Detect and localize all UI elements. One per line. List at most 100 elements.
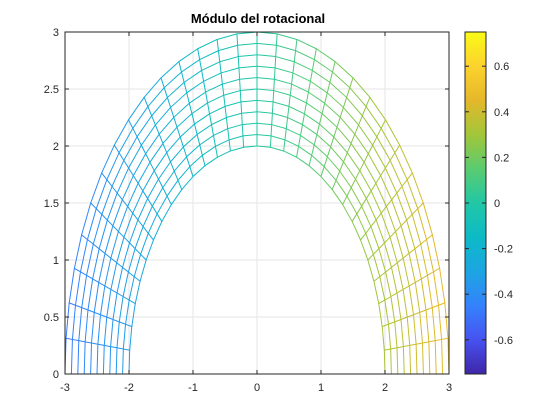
mesh-radial-segment	[349, 77, 354, 89]
mesh-radial-segment	[68, 302, 76, 306]
mesh-radial-segment	[335, 170, 341, 181]
mesh-radial-segment	[396, 288, 404, 294]
mesh-radial-segment	[390, 292, 398, 297]
mesh-radial-segment	[406, 314, 415, 318]
mesh-arc-segment	[125, 299, 130, 325]
mesh-arc-segment	[356, 213, 367, 234]
mesh-radial-segment	[363, 153, 369, 163]
mesh-arc-segment	[216, 150, 231, 158]
mesh-radial-segment	[311, 144, 315, 156]
mesh-arc-segment	[361, 205, 372, 228]
mesh-arc-segment	[101, 185, 113, 215]
mesh-arc-segment	[339, 170, 352, 189]
mesh-arc-segment	[147, 213, 158, 234]
mesh-arc-segment	[272, 101, 290, 107]
mesh-radial-segment	[224, 105, 227, 119]
mesh-radial-segment	[273, 67, 276, 80]
mesh-radial-segment	[216, 38, 219, 52]
mesh-arc-segment	[367, 259, 375, 282]
mesh-radial-segment	[173, 170, 179, 181]
mesh-arc-segment	[334, 61, 354, 79]
mesh-arc-segment	[117, 205, 129, 232]
mesh-arc-segment	[98, 252, 106, 283]
mesh-radial-segment	[373, 276, 381, 282]
mesh-radial-segment	[166, 195, 172, 206]
mesh-arc-segment	[224, 101, 242, 107]
mesh-radial-segment	[370, 219, 377, 228]
mesh-radial-segment	[350, 178, 356, 189]
mesh-arc-segment	[116, 321, 120, 349]
mesh-arc-segment	[123, 136, 138, 161]
mesh-arc-segment	[400, 225, 410, 254]
mesh-arc-segment	[91, 311, 95, 344]
mesh-arc-segment	[99, 285, 106, 316]
mesh-arc-segment	[256, 54, 277, 58]
mesh-radial-segment	[402, 252, 410, 259]
mesh-arc-segment	[152, 220, 163, 241]
mesh-arc-segment	[350, 187, 363, 207]
mesh-arc-segment	[93, 281, 100, 313]
mesh-arc-segment	[396, 192, 408, 221]
mesh-arc-segment	[79, 239, 88, 273]
mesh-radial-segment	[74, 304, 83, 309]
mesh-arc-segment	[227, 124, 243, 130]
mesh-arc-segment	[128, 96, 145, 121]
mesh-arc-segment	[387, 323, 392, 350]
mesh-arc-segment	[92, 248, 100, 280]
mesh-radial-segment	[394, 144, 401, 154]
mesh-arc-segment	[122, 323, 127, 350]
mesh-arc-segment	[271, 124, 287, 130]
mesh-radial-segment	[181, 71, 185, 83]
mesh-radial-segment	[183, 81, 188, 94]
mesh-arc-segment	[239, 88, 258, 92]
mesh-arc-segment	[300, 134, 315, 146]
mesh-arc-segment	[216, 33, 238, 40]
mesh-arc-segment	[139, 259, 147, 282]
mesh-radial-segment	[95, 208, 103, 215]
mesh-radial-segment	[173, 116, 178, 128]
mesh-arc-segment	[419, 311, 423, 344]
mesh-arc-segment	[331, 189, 344, 206]
mesh-arc-segment	[241, 111, 258, 114]
mesh-radial-segment	[125, 323, 133, 328]
mesh-arc-segment	[101, 144, 115, 174]
mesh-radial-segment	[311, 59, 315, 71]
mesh-arc-segment	[217, 44, 239, 52]
mesh-radial-segment	[389, 231, 397, 238]
mesh-radial-segment	[147, 198, 153, 207]
mesh-radial-segment	[425, 307, 433, 311]
mesh-arc-segment	[301, 124, 318, 135]
mesh-radial-segment	[367, 253, 374, 261]
mesh-arc-segment	[229, 146, 245, 152]
mesh-radial-segment	[414, 243, 422, 250]
mesh-arc-segment	[369, 96, 386, 121]
y-tick-label: 1.5	[44, 198, 59, 210]
mesh-arc-segment	[196, 124, 213, 135]
mesh-radial-segment	[199, 59, 203, 71]
mesh-radial-segment	[149, 161, 155, 172]
mesh-arc-segment	[137, 161, 151, 184]
mesh-radial-segment	[162, 142, 168, 154]
mesh-arc-segment	[323, 166, 337, 181]
mesh-arc-segment	[118, 295, 124, 323]
mesh-radial-segment	[65, 337, 73, 340]
mesh-radial-segment	[142, 226, 149, 234]
mesh-arc-segment	[204, 156, 218, 167]
mesh-arc-segment	[380, 175, 393, 201]
mesh-arc-segment	[219, 56, 239, 63]
mesh-radial-segment	[98, 281, 106, 287]
mesh-arc-segment	[298, 145, 313, 156]
mesh-arc-segment	[284, 139, 300, 147]
mesh-arc-segment	[326, 156, 341, 172]
mesh-radial-segment	[308, 154, 313, 167]
mesh-radial-segment	[106, 179, 113, 187]
mesh-radial-segment	[339, 161, 345, 172]
mesh-arc-segment	[228, 135, 244, 141]
mesh-arc-segment	[384, 167, 398, 194]
mesh-arc-segment	[169, 146, 184, 163]
mesh-arc-segment	[111, 159, 125, 187]
x-tick-label: 2	[382, 382, 388, 394]
mesh-arc-segment	[189, 154, 203, 168]
mesh-arc-segment	[211, 117, 227, 126]
mesh-arc-segment	[375, 219, 385, 244]
